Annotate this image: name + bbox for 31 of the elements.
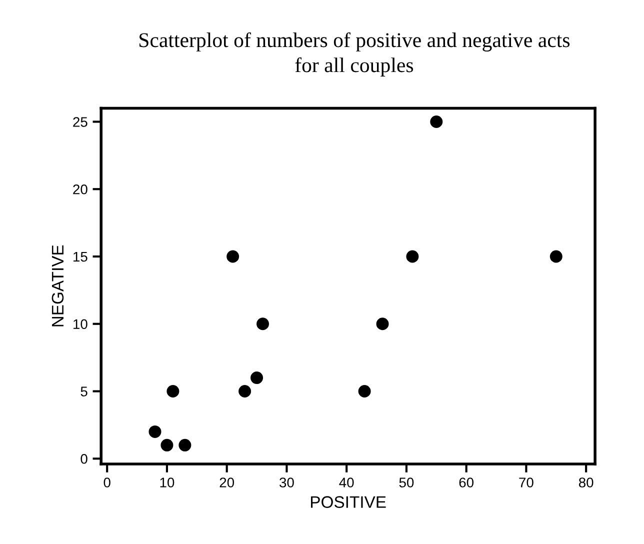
x-axis-title: POSITIVE	[311, 496, 386, 508]
point	[238, 385, 252, 398]
y-tick-label: 25	[73, 117, 88, 127]
x-tick-label: 60	[459, 478, 474, 488]
point	[376, 318, 389, 330]
point	[178, 438, 192, 452]
y-tick-label: 10	[74, 319, 88, 330]
point	[166, 385, 180, 398]
x-tick-label: 70	[519, 478, 534, 488]
y-tick-label: 20	[73, 184, 88, 194]
x-tick-label: 80	[578, 478, 594, 488]
point	[358, 385, 371, 398]
point	[256, 318, 270, 330]
y-tick-label: 15	[74, 252, 88, 262]
point	[250, 372, 264, 384]
point	[430, 115, 443, 128]
point	[550, 250, 562, 263]
x-tick-label: 40	[339, 478, 354, 488]
point	[148, 425, 162, 438]
y-tick-label: 5	[80, 386, 88, 396]
x-tick-label: 0	[104, 478, 110, 488]
x-tick-label: 10	[160, 478, 174, 488]
x-tick-label: 50	[399, 478, 414, 488]
chart-title: Scatterplot of numbers of positive and negative acts for all couples	[140, 32, 570, 76]
y-axis-title: NEGATIVE	[52, 245, 64, 326]
point	[160, 438, 174, 452]
x-tick-label: 20	[220, 478, 234, 488]
x-tick-label: 30	[280, 478, 294, 488]
y-tick-label: 0	[80, 454, 88, 464]
point	[406, 250, 419, 263]
point	[226, 250, 240, 263]
